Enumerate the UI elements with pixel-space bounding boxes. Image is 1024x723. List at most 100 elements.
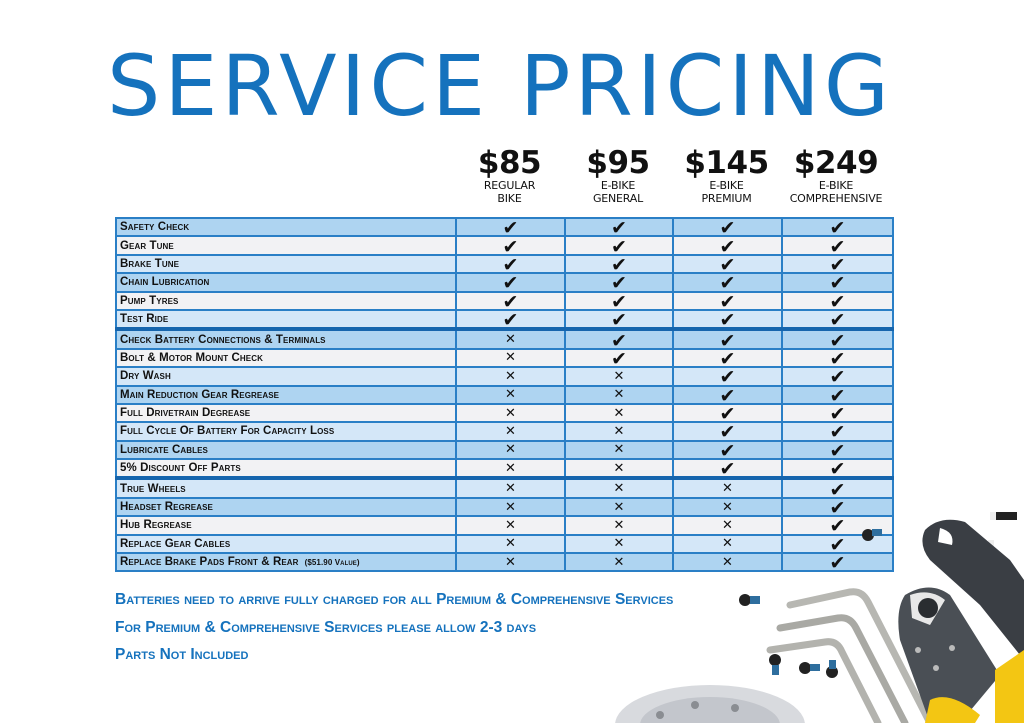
plan-cell: ✔ xyxy=(672,384,783,405)
cross-icon: ✕ xyxy=(722,536,733,552)
check-icon: ✔ xyxy=(611,329,627,352)
plan-cell: ✕ xyxy=(672,515,783,536)
service-note: ($51.90 Value) xyxy=(304,558,360,568)
plan-cell: ✔ xyxy=(672,366,783,387)
plan-cell: ✕ xyxy=(564,496,674,518)
plan-cell: ✕ xyxy=(455,366,566,387)
plan-cell: ✔ xyxy=(672,421,783,444)
service-label: Hub Regrease xyxy=(115,515,457,536)
cross-icon: ✕ xyxy=(613,442,625,458)
plan-cell: ✔ xyxy=(564,327,674,352)
plan-cell: ✔ xyxy=(672,327,783,350)
service-label: Main Reduction Gear Regrease xyxy=(115,384,457,405)
table-row: Full Cycle Of Battery For Capacity Loss ✕… xyxy=(115,421,894,444)
plan-name-line1: E-BIKE xyxy=(709,179,744,192)
plan-cell: ✔ xyxy=(455,308,566,331)
table-row: Bolt & Motor Mount Check ✕ ✔ ✔ ✔ xyxy=(115,347,894,370)
table-row: Main Reduction Gear Regrease ✕ ✕ ✔ ✔ xyxy=(115,384,894,407)
cross-icon: ✕ xyxy=(505,554,516,570)
service-label: Brake Tune xyxy=(115,253,457,275)
plan-headers: $85 REGULAR BIKE $95 E-BIKE GENERAL $145… xyxy=(455,146,891,214)
plan-cell: ✔ xyxy=(781,290,894,311)
check-icon: ✔ xyxy=(829,478,846,501)
plan-cell: ✔ xyxy=(672,347,783,370)
plan-cell: ✕ xyxy=(564,533,674,555)
table-row: Dry Wash ✕ ✕ ✔ ✔ xyxy=(115,366,894,389)
check-icon: ✔ xyxy=(719,347,736,370)
allen-keys-icon xyxy=(766,588,934,723)
plan-cell: ✔ xyxy=(564,272,674,295)
cross-icon: ✕ xyxy=(505,499,516,515)
cross-icon: ✕ xyxy=(505,332,516,348)
cross-icon: ✕ xyxy=(613,481,625,497)
service-name: Brake Tune xyxy=(120,257,180,270)
plan-cell: ✔ xyxy=(781,327,894,350)
plan-cell: ✕ xyxy=(455,384,566,405)
service-name: Bolt & Motor Mount Check xyxy=(120,351,263,364)
service-name: Headset Regrease xyxy=(120,501,213,514)
plan-cell: ✕ xyxy=(564,458,674,480)
check-icon: ✔ xyxy=(829,497,846,520)
plan-price: $95 xyxy=(586,145,650,181)
plan-cell: ✔ xyxy=(672,253,783,276)
table-row: 5% Discount Off Parts ✕ ✕ ✔ ✔ xyxy=(115,458,894,481)
plan-cell: ✕ xyxy=(564,515,674,536)
plan-cell: ✕ xyxy=(455,552,566,573)
cross-icon: ✕ xyxy=(613,499,625,515)
plan-cell: ✕ xyxy=(564,552,674,573)
table-row: Brake Tune ✔ ✔ ✔ ✔ xyxy=(115,253,894,276)
plan-price: $85 xyxy=(477,145,542,181)
plan-cell: ✔ xyxy=(781,439,894,460)
plan-regular-bike: $85 REGULAR BIKE xyxy=(455,146,564,205)
cross-icon: ✕ xyxy=(505,405,516,421)
plan-cell: ✔ xyxy=(564,216,674,238)
service-name: Pump Tyres xyxy=(120,294,179,307)
check-icon: ✔ xyxy=(611,272,627,295)
plan-name-line2: BIKE xyxy=(497,191,522,205)
check-icon: ✔ xyxy=(829,366,846,389)
check-icon: ✔ xyxy=(719,458,736,481)
table-row: Check Battery Connections & Terminals ✕ ✔ ✔… xyxy=(115,327,894,352)
service-label: Safety Check xyxy=(115,216,457,238)
plan-cell: ✔ xyxy=(564,253,674,274)
check-icon: ✔ xyxy=(502,253,519,276)
check-icon: ✔ xyxy=(829,403,846,426)
plan-cell: ✔ xyxy=(672,216,783,240)
plan-cell: ✕ xyxy=(455,496,566,518)
table-row: Full Drivetrain Degrease ✕ ✕ ✔ ✔ xyxy=(115,402,894,426)
plan-cell: ✕ xyxy=(672,496,783,518)
check-icon: ✔ xyxy=(829,235,846,258)
check-icon: ✔ xyxy=(719,235,736,258)
service-name: Test Ride xyxy=(120,313,169,326)
plan-cell: ✔ xyxy=(672,290,783,311)
table-row: Headset Regrease ✕ ✕ ✕ ✔ xyxy=(115,496,894,520)
check-icon: ✔ xyxy=(719,421,736,444)
check-icon: ✔ xyxy=(829,458,846,481)
check-icon: ✔ xyxy=(829,384,846,407)
table-row: True Wheels ✕ ✕ ✕ ✔ xyxy=(115,476,894,501)
plan-cell: ✔ xyxy=(564,290,674,313)
check-icon: ✔ xyxy=(719,217,736,240)
plan-cell: ✕ xyxy=(455,327,566,350)
plan-cell: ✔ xyxy=(781,384,894,407)
check-icon: ✔ xyxy=(719,253,736,276)
plan-cell: ✕ xyxy=(455,476,566,499)
plan-cell: ✔ xyxy=(781,272,894,293)
service-name: 5% Discount Off Parts xyxy=(120,462,241,475)
plan-cell: ✔ xyxy=(781,402,894,426)
cross-icon: ✕ xyxy=(505,460,516,476)
table-row: Lubricate Cables ✕ ✕ ✔ ✔ xyxy=(115,439,894,461)
cross-icon: ✕ xyxy=(613,517,625,533)
service-label: 5% Discount Off Parts xyxy=(115,458,457,480)
plan-cell: ✕ xyxy=(672,476,783,499)
check-icon: ✔ xyxy=(611,290,627,313)
plan-cell: ✔ xyxy=(672,308,783,331)
service-name: Replace Brake Pads Front & Rear xyxy=(120,556,299,569)
plan-cell: ✔ xyxy=(564,308,674,331)
bike-tools-image xyxy=(615,512,1024,723)
plan-name-line1: E-BIKE xyxy=(600,179,636,192)
cross-icon: ✕ xyxy=(505,481,516,497)
plan-cell: ✕ xyxy=(455,439,566,461)
table-row: Gear Tune ✔ ✔ ✔ ✔ xyxy=(115,235,894,258)
plan-cell: ✔ xyxy=(781,216,894,238)
